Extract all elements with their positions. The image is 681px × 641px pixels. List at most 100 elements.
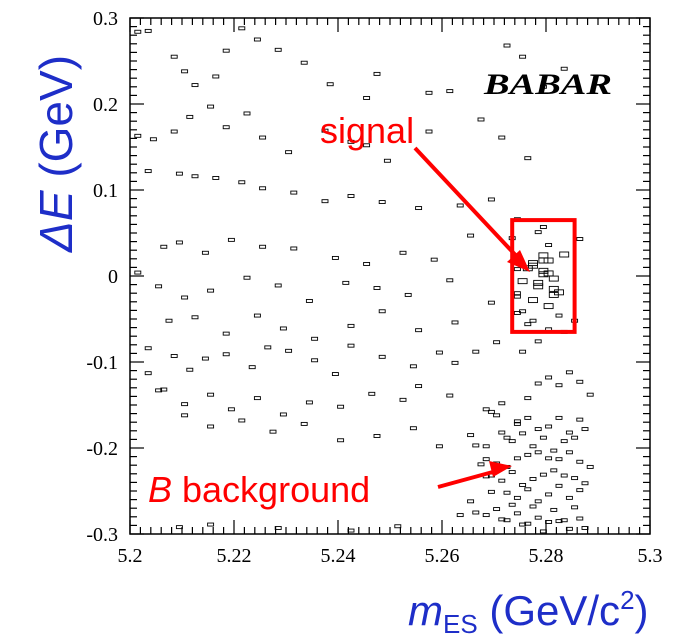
data-point xyxy=(253,313,261,318)
data-point xyxy=(529,444,537,449)
data-point xyxy=(482,444,490,449)
y-axis-title: ΔE (GeV) xyxy=(30,55,82,253)
data-point xyxy=(545,243,553,247)
data-point xyxy=(545,520,553,524)
data-point xyxy=(524,156,532,161)
data-point xyxy=(300,421,308,426)
data-point xyxy=(269,429,277,434)
data-point xyxy=(134,133,142,138)
data-point xyxy=(186,367,194,372)
data-point xyxy=(259,186,267,191)
data-point xyxy=(503,490,511,495)
data-point xyxy=(181,413,189,418)
data-point xyxy=(493,507,501,512)
data-point xyxy=(555,313,563,318)
data-point xyxy=(571,476,579,481)
data-point xyxy=(548,285,559,292)
data-point xyxy=(181,69,189,74)
data-point xyxy=(503,435,511,440)
y-tick-label: -0.1 xyxy=(86,352,118,374)
data-point xyxy=(337,438,345,443)
x-axis-title-superscript: 2 xyxy=(620,585,634,615)
data-point xyxy=(517,278,528,285)
data-point xyxy=(513,495,521,500)
data-point xyxy=(519,431,527,436)
data-point xyxy=(581,481,589,486)
data-point xyxy=(347,323,355,328)
data-point xyxy=(581,427,589,432)
data-point xyxy=(555,383,563,388)
data-point xyxy=(337,404,345,409)
data-point xyxy=(538,252,549,259)
data-point xyxy=(513,421,521,426)
data-point xyxy=(528,297,538,304)
data-point xyxy=(144,169,152,174)
data-point xyxy=(259,244,267,249)
data-point xyxy=(482,407,490,412)
data-point xyxy=(560,66,568,71)
data-point xyxy=(201,250,209,255)
data-point xyxy=(565,370,573,375)
data-point xyxy=(576,488,584,493)
data-point xyxy=(207,424,215,429)
data-point xyxy=(534,427,542,432)
data-point xyxy=(363,143,371,148)
data-point xyxy=(565,450,573,455)
data-point xyxy=(248,365,256,370)
data-point xyxy=(529,477,537,481)
data-point xyxy=(555,519,563,524)
data-point xyxy=(212,176,220,180)
data-point xyxy=(347,528,355,533)
data-point xyxy=(435,444,443,449)
data-point xyxy=(493,413,501,418)
data-point xyxy=(576,379,584,384)
data-point xyxy=(404,292,412,297)
data-point xyxy=(472,349,480,354)
data-point xyxy=(550,468,558,473)
data-point xyxy=(503,518,511,523)
data-point xyxy=(493,340,501,345)
plot-frame xyxy=(129,17,651,535)
b-background-arrow xyxy=(437,468,501,489)
data-point xyxy=(550,507,558,512)
data-point xyxy=(533,279,544,286)
data-point xyxy=(487,300,495,305)
data-point xyxy=(279,326,287,331)
data-point xyxy=(175,525,183,530)
data-point xyxy=(378,200,386,204)
data-point xyxy=(394,524,402,529)
data-point xyxy=(207,522,215,527)
data-point xyxy=(415,384,423,389)
data-point xyxy=(383,158,391,163)
data-point xyxy=(498,517,506,522)
data-point xyxy=(555,483,563,488)
data-point xyxy=(519,349,527,354)
data-point xyxy=(524,396,532,401)
data-point xyxy=(539,225,547,229)
data-point xyxy=(378,309,386,314)
data-point xyxy=(576,237,584,241)
data-point xyxy=(191,83,199,88)
y-tick-label: 0.1 xyxy=(93,180,118,202)
data-point xyxy=(373,71,381,76)
data-point xyxy=(259,135,267,140)
data-point xyxy=(144,346,152,351)
data-point xyxy=(446,89,454,94)
x-tick-label: 5.22 xyxy=(217,545,252,567)
b-background-arrowhead xyxy=(489,461,512,477)
data-point xyxy=(305,400,313,405)
data-point xyxy=(524,415,532,420)
b-background-text: background xyxy=(172,469,370,510)
data-point xyxy=(331,255,339,260)
data-point xyxy=(513,294,521,299)
data-point xyxy=(253,396,261,401)
data-point xyxy=(170,54,178,59)
data-point xyxy=(539,84,547,89)
data-point xyxy=(467,433,475,438)
data-point xyxy=(543,257,554,264)
data-point xyxy=(498,401,506,406)
data-point xyxy=(456,513,464,518)
y-tick-label: -0.3 xyxy=(86,524,118,546)
data-point xyxy=(415,328,423,333)
data-point xyxy=(576,417,584,422)
